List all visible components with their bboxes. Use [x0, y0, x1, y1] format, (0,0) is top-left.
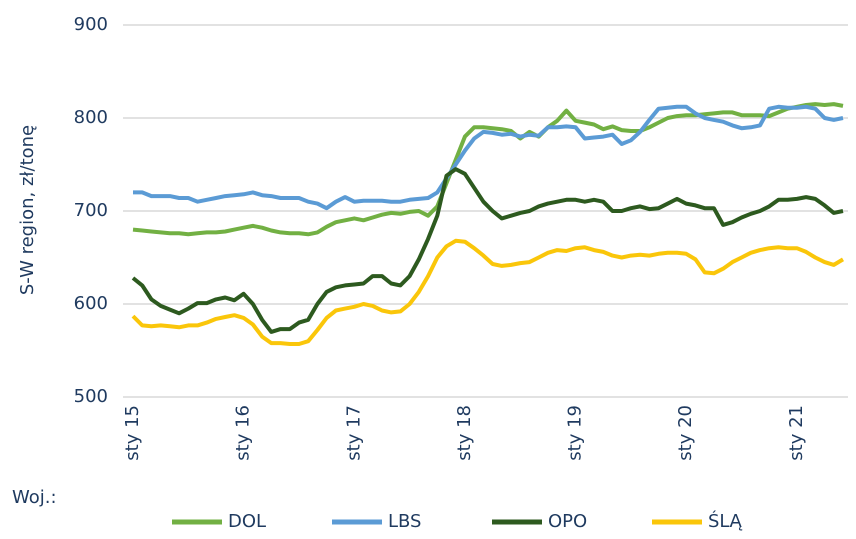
y-tick-label: 600 [74, 293, 108, 314]
x-tick-label: sty 18 [454, 405, 475, 461]
x-tick-label: sty 15 [122, 405, 143, 461]
legend-label: ŚLĄ [708, 510, 742, 532]
legend-label: DOL [228, 511, 266, 532]
x-tick-label: sty 19 [565, 405, 586, 461]
x-tick-label: sty 21 [786, 405, 807, 461]
y-tick-label: 700 [74, 200, 108, 221]
line-series [133, 104, 844, 211]
x-tick-label: sty 17 [343, 405, 364, 461]
y-axis-label: S-W region, zł/tonę [17, 125, 38, 295]
line-series [131, 238, 845, 346]
legend-label: LBS [388, 511, 422, 532]
x-tick-label: sty 20 [675, 405, 696, 461]
legend-title: Woj.: [12, 487, 57, 508]
y-tick-label: 500 [74, 386, 108, 407]
y-tick-label: 800 [74, 107, 108, 128]
legend-label: OPO [548, 511, 587, 532]
x-tick-label: sty 16 [233, 405, 254, 461]
line-series [131, 167, 844, 334]
line-series [132, 102, 844, 237]
y-tick-label: 900 [74, 14, 108, 35]
